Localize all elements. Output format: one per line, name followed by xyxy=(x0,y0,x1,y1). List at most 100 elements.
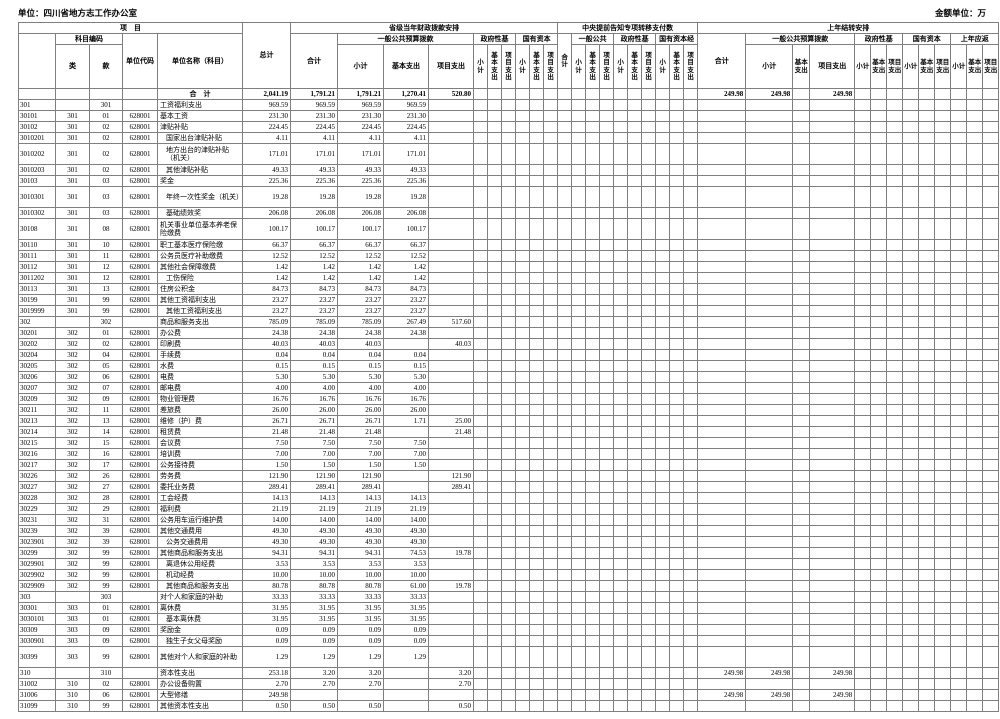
table-cell xyxy=(473,591,489,603)
table-cell: 2.70 xyxy=(290,678,339,690)
table-cell xyxy=(428,459,475,471)
table-cell xyxy=(854,283,872,295)
table-cell xyxy=(473,700,489,712)
table-cell xyxy=(543,261,559,273)
col-header-central-total: 合计 xyxy=(557,33,573,89)
table-cell xyxy=(809,700,856,712)
table-cell: 231.30 xyxy=(242,110,292,122)
table-cell xyxy=(870,591,888,603)
table-cell: 30299 xyxy=(18,547,56,559)
table-cell xyxy=(55,316,90,328)
table-cell xyxy=(655,459,671,471)
table-cell xyxy=(585,371,601,383)
table-cell xyxy=(613,689,629,701)
table-cell xyxy=(683,437,699,449)
table-cell xyxy=(870,186,888,208)
table-cell xyxy=(571,536,587,548)
table-cell: 30214 xyxy=(18,426,56,438)
table-cell xyxy=(902,294,920,306)
table-cell xyxy=(792,360,811,372)
table-cell xyxy=(669,239,685,251)
table-cell: 49.33 xyxy=(383,164,430,176)
table-cell xyxy=(627,316,643,328)
col-header-project-exp: 项目支出 xyxy=(543,44,559,89)
table-cell: 14.13 xyxy=(383,492,430,504)
table-cell xyxy=(792,437,811,449)
table-cell xyxy=(571,360,587,372)
table-cell xyxy=(428,272,475,284)
table-cell xyxy=(886,536,904,548)
table-cell xyxy=(571,481,587,493)
table-cell xyxy=(529,503,545,515)
table-cell xyxy=(886,580,904,592)
table-cell xyxy=(515,580,531,592)
table-cell xyxy=(515,110,531,122)
table-cell: 249.98 xyxy=(745,88,794,100)
table-cell: 工伤保险 xyxy=(156,272,244,284)
table-cell xyxy=(982,88,1000,100)
table-cell: 维修（护）费 xyxy=(156,415,244,427)
table-cell xyxy=(934,437,952,449)
table-cell xyxy=(627,404,643,416)
table-cell xyxy=(428,218,475,240)
table-cell: 17 xyxy=(89,459,123,471)
table-cell xyxy=(487,360,503,372)
table-cell xyxy=(599,525,615,537)
table-cell xyxy=(950,437,968,449)
table-cell xyxy=(854,88,872,100)
table-cell xyxy=(934,327,952,339)
table-cell xyxy=(902,121,920,133)
table-cell xyxy=(683,459,699,471)
table-cell xyxy=(515,294,531,306)
table-cell xyxy=(982,110,1000,122)
group-header-central-statecap: 国有资本经 xyxy=(655,33,699,45)
table-cell xyxy=(697,602,747,614)
table-cell xyxy=(613,481,629,493)
table-cell xyxy=(697,678,747,690)
table-cell xyxy=(982,646,1000,668)
table-cell xyxy=(641,88,657,100)
table-cell xyxy=(870,492,888,504)
table-cell xyxy=(501,272,517,284)
table-cell: 10 xyxy=(89,239,123,251)
table-cell xyxy=(599,448,615,460)
table-cell xyxy=(745,591,794,603)
table-cell xyxy=(571,239,587,251)
table-cell xyxy=(918,143,936,165)
table-cell: 24.38 xyxy=(383,327,430,339)
table-cell xyxy=(886,635,904,647)
group-header-prov-govfund: 政府性基 xyxy=(473,33,517,45)
table-cell xyxy=(697,558,747,570)
table-cell xyxy=(543,646,559,668)
table-cell xyxy=(950,143,968,165)
table-cell: 1.50 xyxy=(290,459,339,471)
table-cell xyxy=(585,448,601,460)
table-cell xyxy=(641,239,657,251)
table-cell: 16.76 xyxy=(242,393,292,405)
table-cell xyxy=(934,186,952,208)
table-cell xyxy=(515,667,531,679)
table-cell xyxy=(627,678,643,690)
table-cell xyxy=(613,569,629,581)
table-cell xyxy=(934,207,952,219)
table-cell: 628001 xyxy=(122,338,158,350)
table-cell: 628001 xyxy=(122,689,158,701)
table-cell: 628001 xyxy=(122,580,158,592)
table-cell xyxy=(982,164,1000,176)
table-cell xyxy=(809,503,856,515)
table-cell xyxy=(655,175,671,187)
table-cell xyxy=(529,602,545,614)
table-cell: 302 xyxy=(55,459,90,471)
table-cell xyxy=(792,613,811,625)
table-cell xyxy=(383,689,430,701)
table-cell: 94.31 xyxy=(290,547,339,559)
table-cell: 1.29 xyxy=(290,646,339,668)
table-cell xyxy=(557,591,573,603)
table-cell xyxy=(557,700,573,712)
table-cell xyxy=(557,437,573,449)
table-cell xyxy=(918,558,936,570)
table-cell xyxy=(982,349,1000,361)
col-header-unit-name: 单位名称（科目） xyxy=(156,33,244,89)
table-cell xyxy=(854,272,872,284)
table-cell xyxy=(487,415,503,427)
